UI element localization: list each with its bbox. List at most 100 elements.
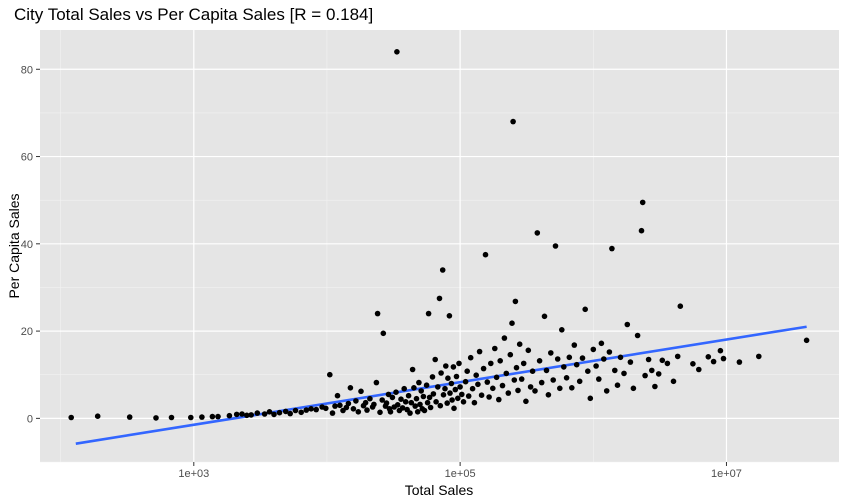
data-point bbox=[639, 199, 646, 206]
data-point bbox=[465, 393, 472, 399]
y-tick-label: 20 bbox=[21, 326, 33, 338]
data-point bbox=[576, 378, 583, 385]
data-point bbox=[442, 385, 448, 392]
data-point bbox=[350, 406, 357, 412]
data-point bbox=[394, 402, 401, 408]
data-point bbox=[515, 387, 521, 394]
data-point bbox=[452, 386, 459, 393]
data-point bbox=[244, 412, 250, 419]
data-point bbox=[298, 409, 305, 416]
y-tick-label: 40 bbox=[21, 239, 33, 251]
data-point bbox=[720, 355, 727, 362]
data-point bbox=[507, 351, 514, 358]
data-point bbox=[490, 385, 496, 392]
data-point bbox=[717, 347, 724, 354]
data-point bbox=[394, 49, 400, 55]
data-point bbox=[532, 388, 538, 394]
data-point bbox=[475, 381, 481, 388]
plot-panel bbox=[40, 30, 839, 462]
data-point bbox=[455, 395, 461, 402]
data-point bbox=[209, 413, 216, 420]
data-point bbox=[426, 394, 433, 401]
data-point bbox=[497, 358, 504, 364]
data-point bbox=[674, 353, 681, 360]
data-point bbox=[327, 371, 333, 378]
data-point bbox=[126, 414, 133, 420]
data-point bbox=[436, 295, 443, 302]
data-point bbox=[323, 405, 329, 412]
data-point bbox=[449, 397, 455, 403]
data-point bbox=[511, 377, 518, 383]
data-point bbox=[634, 332, 641, 339]
data-point bbox=[471, 399, 478, 406]
data-point bbox=[630, 385, 637, 392]
data-point bbox=[486, 394, 492, 400]
data-point bbox=[433, 399, 439, 405]
data-point bbox=[292, 407, 299, 414]
data-point bbox=[510, 118, 516, 125]
data-point bbox=[379, 397, 386, 403]
data-point bbox=[387, 409, 394, 415]
data-point bbox=[373, 379, 380, 386]
data-point bbox=[645, 356, 652, 363]
data-point bbox=[571, 342, 578, 348]
data-point bbox=[550, 377, 556, 383]
data-point bbox=[652, 383, 658, 390]
y-tick-label: 60 bbox=[21, 152, 33, 164]
data-point bbox=[380, 330, 387, 337]
data-point bbox=[554, 356, 561, 362]
data-point bbox=[407, 410, 413, 416]
data-point bbox=[659, 357, 666, 364]
data-point bbox=[557, 385, 563, 392]
data-point bbox=[446, 313, 453, 319]
axis-ticks: 1e+03 1e+05 1e+07 0 20 40 60 80 bbox=[21, 64, 742, 480]
data-point bbox=[345, 400, 352, 407]
data-point bbox=[523, 398, 529, 405]
x-axis-title: Total Sales bbox=[405, 482, 473, 498]
data-point bbox=[435, 384, 441, 390]
data-point bbox=[261, 411, 268, 417]
data-point bbox=[383, 400, 390, 406]
data-point bbox=[427, 404, 434, 411]
data-point bbox=[448, 380, 455, 387]
data-point bbox=[638, 227, 645, 234]
data-point bbox=[476, 348, 483, 355]
data-point bbox=[409, 366, 416, 373]
data-point bbox=[374, 310, 381, 317]
data-point bbox=[308, 406, 314, 412]
data-point bbox=[424, 399, 431, 406]
data-point bbox=[606, 349, 613, 355]
data-point bbox=[501, 335, 508, 341]
data-point bbox=[337, 402, 343, 409]
data-point bbox=[457, 384, 463, 390]
data-point bbox=[358, 388, 364, 395]
data-point bbox=[609, 245, 615, 252]
data-point bbox=[614, 382, 621, 389]
data-point bbox=[467, 354, 474, 361]
data-point bbox=[226, 412, 233, 419]
data-point bbox=[271, 411, 277, 418]
data-point bbox=[736, 359, 743, 365]
data-point bbox=[493, 374, 500, 381]
data-point bbox=[525, 347, 532, 354]
data-point bbox=[332, 403, 338, 409]
data-point bbox=[566, 354, 573, 361]
data-point bbox=[582, 306, 588, 313]
data-point bbox=[503, 370, 510, 377]
data-point bbox=[401, 385, 408, 392]
data-point bbox=[492, 345, 498, 352]
data-point bbox=[536, 358, 543, 364]
data-point bbox=[367, 395, 373, 402]
data-point bbox=[469, 385, 476, 392]
data-point bbox=[188, 414, 194, 421]
data-point bbox=[393, 389, 399, 396]
data-point bbox=[803, 337, 810, 344]
data-point bbox=[421, 407, 428, 414]
data-point bbox=[405, 392, 412, 399]
data-point bbox=[509, 320, 515, 327]
data-point bbox=[416, 379, 422, 386]
data-point bbox=[266, 409, 273, 415]
data-point bbox=[499, 382, 506, 389]
trend-line-layer bbox=[75, 325, 807, 445]
data-point bbox=[456, 360, 462, 367]
